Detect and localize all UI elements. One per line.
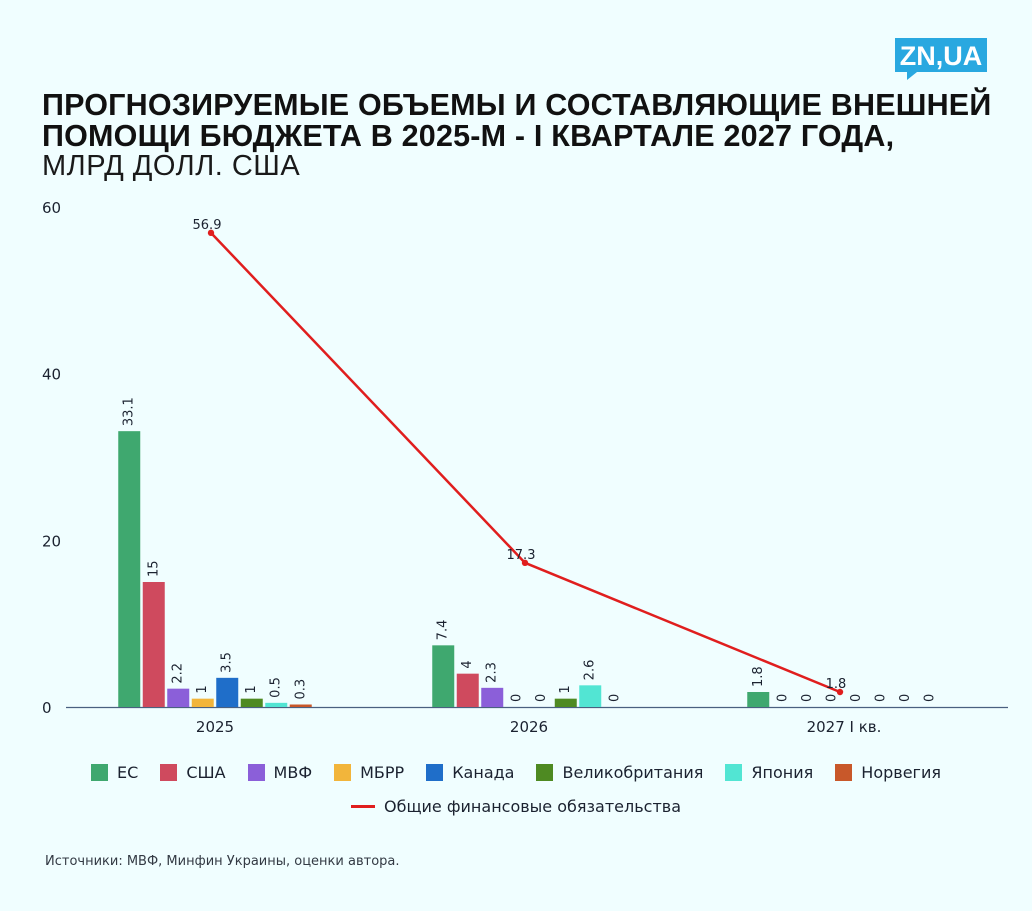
- legend-swatch: [91, 763, 109, 781]
- title-line-2: ПОМОЩИ БЮДЖЕТА В 2025-М - I КВАРТАЛЕ 202…: [42, 119, 895, 153]
- legend-item: Канада: [426, 763, 514, 782]
- legend-swatch: [536, 763, 554, 781]
- bar: [216, 677, 239, 707]
- legend-item: Япония: [725, 763, 813, 782]
- y-tick-label: 0: [42, 699, 52, 717]
- source-note: Источники: МВФ, Минфин Украины, оценки а…: [45, 854, 400, 869]
- legend-row-line: Общие финансовые обязательства: [0, 794, 1032, 818]
- bar-value-label: 4: [460, 660, 475, 668]
- bar: [481, 687, 504, 707]
- chart-title: ПРОГНОЗИРУЕМЫЕ ОБЪЕМЫ И СОСТАВЛЯЮЩИЕ ВНЕ…: [42, 90, 1002, 152]
- total-line-label: 17.3: [507, 548, 536, 563]
- chart-subtitle: МЛРД ДОЛЛ. США: [42, 150, 301, 182]
- bar-value-label: 0.3: [293, 679, 308, 700]
- bar-value-label: 2.3: [485, 662, 500, 683]
- legend-item: МБРР: [334, 763, 404, 782]
- bar-value-label: 33.1: [122, 397, 137, 426]
- legend-label: Япония: [751, 762, 814, 782]
- bar: [554, 698, 577, 707]
- bar: [432, 645, 455, 707]
- bar-value-label: 0.5: [269, 677, 284, 698]
- total-line-label: 56.9: [193, 218, 222, 233]
- x-category-label: 2027 I кв.: [807, 718, 882, 736]
- bar: [456, 673, 479, 707]
- y-tick-label: 20: [42, 532, 61, 550]
- bar: [240, 698, 263, 707]
- bar-value-label: 0: [824, 694, 839, 702]
- legend-label: ЕС: [117, 762, 139, 782]
- bar-value-label: 1: [195, 685, 210, 693]
- legend-label-total: Общие финансовые обязательства: [383, 796, 681, 816]
- bar-value-label: 1.8: [751, 666, 766, 687]
- legend-swatch: [426, 763, 444, 781]
- legend-line-swatch: [350, 804, 375, 808]
- x-category-label: 2026: [510, 718, 548, 736]
- legend-swatch: [247, 763, 265, 781]
- legend-item: Норвегия: [835, 763, 941, 782]
- logo-text: ZN,UA: [900, 41, 983, 71]
- bar-value-label: 0: [898, 694, 913, 702]
- bar-value-label: 1: [244, 685, 259, 693]
- bar-value-label: 0: [775, 694, 790, 702]
- bar-value-label: 0: [922, 694, 937, 702]
- y-tick-label: 40: [42, 366, 61, 384]
- legend-item-total: Общие финансовые обязательства: [350, 796, 681, 816]
- zn-ua-logo: ZN,UA: [895, 38, 987, 80]
- bar-value-label: 0: [873, 694, 888, 702]
- legend-label: Великобритания: [562, 762, 704, 782]
- logo-bubble-shape: [895, 38, 987, 80]
- legend-swatch: [725, 763, 743, 781]
- y-tick-label: 60: [42, 199, 61, 217]
- legend-swatch: [160, 763, 178, 781]
- bar-value-label: 2.2: [171, 663, 186, 684]
- bar-value-label: 0: [534, 694, 549, 702]
- bar-value-label: 7.4: [436, 620, 451, 641]
- legend-label: МВФ: [273, 762, 313, 782]
- title-line-1: ПРОГНОЗИРУЕМЫЕ ОБЪЕМЫ И СОСТАВЛЯЮЩИЕ ВНЕ…: [42, 88, 992, 122]
- bar: [142, 582, 165, 707]
- bar-value-label: 0: [849, 694, 864, 702]
- bar: [167, 688, 190, 707]
- bar-value-label: 1: [558, 685, 573, 693]
- legend-item: Великобритания: [536, 763, 703, 782]
- x-category-label: 2025: [196, 718, 234, 736]
- total-line: [210, 231, 841, 694]
- total-line-point: [521, 559, 529, 567]
- legend-item: МВФ: [247, 762, 313, 782]
- bar-value-label: 0: [800, 694, 815, 702]
- legend: ЕС США МВФ МБРР Канада Великобритания Япония Но…: [0, 760, 1032, 818]
- legend-swatch: [334, 763, 352, 781]
- legend-item: ЕС: [91, 763, 138, 782]
- legend-label: США: [186, 762, 226, 782]
- legend-row-series: ЕС США МВФ МБРР Канада Великобритания Япония Но…: [0, 760, 1032, 784]
- bar: [747, 692, 770, 707]
- bar-value-label: 3.5: [220, 652, 235, 673]
- bar: [118, 431, 141, 707]
- bar-value-label: 15: [146, 560, 161, 577]
- total-line-label: 1.8: [826, 677, 847, 692]
- total-line-point: [836, 688, 844, 696]
- bar: [289, 704, 312, 707]
- bar-value-label: 2.6: [583, 660, 598, 681]
- bar-value-label: 0: [607, 694, 622, 702]
- bar: [265, 702, 288, 707]
- legend-label: Норвегия: [861, 762, 941, 782]
- legend-label: МБРР: [360, 762, 405, 782]
- total-line-point: [207, 229, 215, 237]
- legend-swatch: [835, 763, 853, 781]
- bar: [579, 685, 602, 707]
- legend-item: США: [160, 762, 226, 782]
- legend-label: Канада: [452, 762, 515, 782]
- bar-value-label: 0: [509, 694, 524, 702]
- bar: [191, 698, 214, 707]
